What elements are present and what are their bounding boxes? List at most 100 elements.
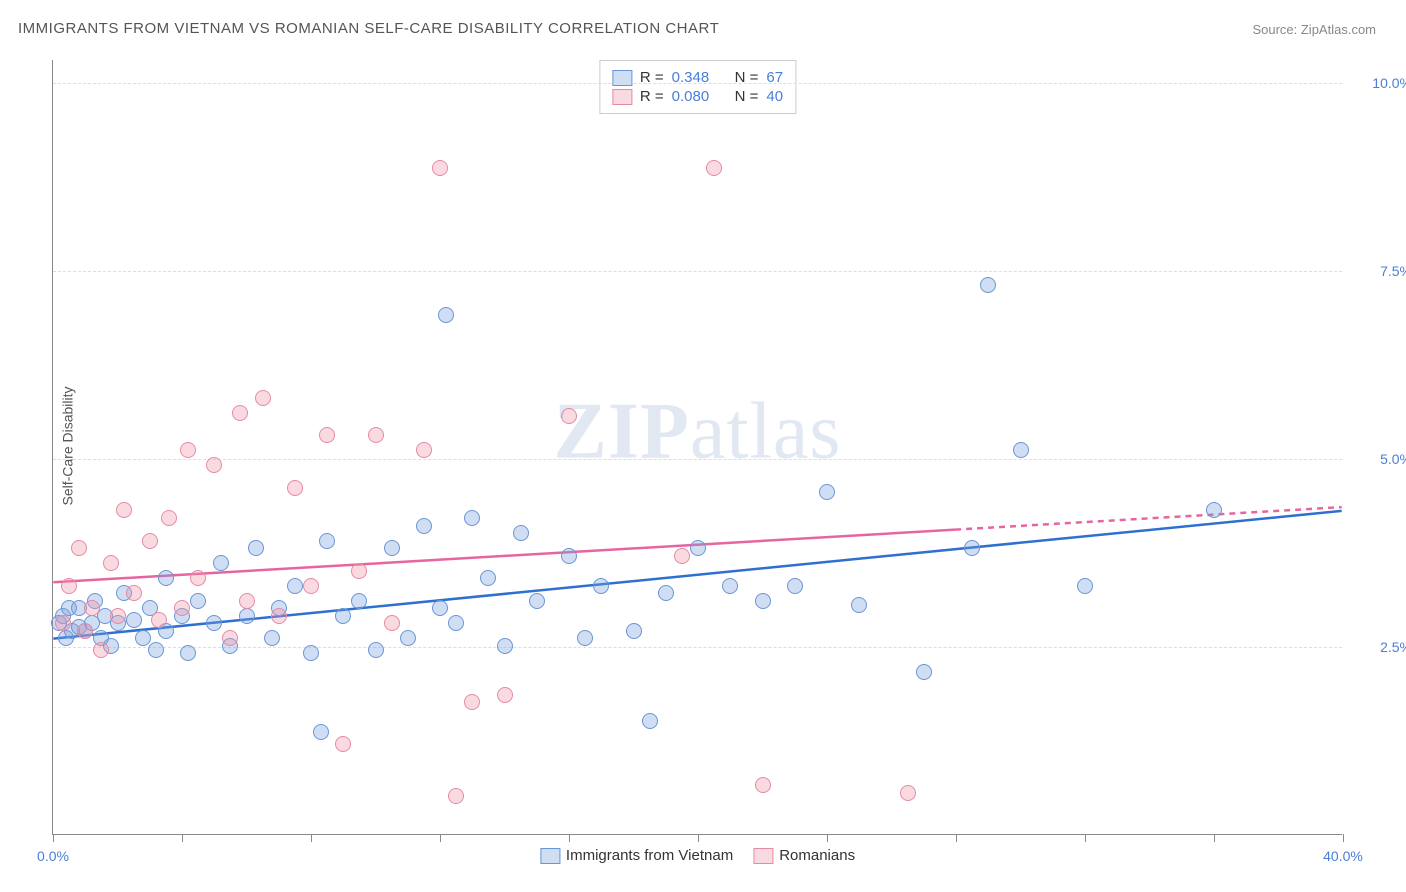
legend-R-label: R = <box>640 88 664 105</box>
data-point-romanians <box>255 390 271 406</box>
data-point-romanians <box>287 480 303 496</box>
data-point-romanians <box>151 612 167 628</box>
data-point-vietnam <box>529 593 545 609</box>
data-point-romanians <box>561 408 577 424</box>
data-point-vietnam <box>851 597 867 613</box>
data-point-vietnam <box>755 593 771 609</box>
legend-series-item: Romanians <box>753 847 855 864</box>
y-tick-label: 2.5% <box>1352 639 1406 655</box>
y-tick-label: 10.0% <box>1352 75 1406 91</box>
legend-swatch <box>540 848 560 864</box>
data-point-vietnam <box>148 642 164 658</box>
data-point-vietnam <box>335 608 351 624</box>
y-tick-label: 7.5% <box>1352 263 1406 279</box>
data-point-vietnam <box>313 724 329 740</box>
data-point-vietnam <box>787 578 803 594</box>
data-point-romanians <box>384 615 400 631</box>
x-tick-label: 40.0% <box>1323 848 1363 864</box>
x-tick <box>311 834 312 842</box>
data-point-vietnam <box>513 525 529 541</box>
legend-swatch <box>753 848 773 864</box>
data-point-romanians <box>900 785 916 801</box>
data-point-vietnam <box>1206 502 1222 518</box>
data-point-romanians <box>335 736 351 752</box>
data-point-romanians <box>116 502 132 518</box>
data-point-vietnam <box>1013 442 1029 458</box>
gridline-h <box>53 459 1342 460</box>
data-point-vietnam <box>287 578 303 594</box>
chart-title: IMMIGRANTS FROM VIETNAM VS ROMANIAN SELF… <box>18 20 719 37</box>
data-point-vietnam <box>916 664 932 680</box>
data-point-romanians <box>126 585 142 601</box>
y-tick-label: 5.0% <box>1352 451 1406 467</box>
data-point-vietnam <box>480 570 496 586</box>
data-point-vietnam <box>213 555 229 571</box>
data-point-romanians <box>416 442 432 458</box>
x-tick <box>440 834 441 842</box>
gridline-h <box>53 271 1342 272</box>
data-point-vietnam <box>126 612 142 628</box>
data-point-romanians <box>497 687 513 703</box>
data-point-romanians <box>271 608 287 624</box>
legend-series-label: Romanians <box>779 847 855 864</box>
data-point-vietnam <box>303 645 319 661</box>
data-point-vietnam <box>432 600 448 616</box>
data-point-vietnam <box>384 540 400 556</box>
data-point-romanians <box>432 160 448 176</box>
legend-N-label: N = <box>735 88 759 105</box>
data-point-romanians <box>161 510 177 526</box>
data-point-romanians <box>180 442 196 458</box>
data-point-vietnam <box>158 570 174 586</box>
data-point-romanians <box>93 642 109 658</box>
x-tick-label: 0.0% <box>37 848 69 864</box>
x-tick <box>569 834 570 842</box>
data-point-vietnam <box>319 533 335 549</box>
data-point-romanians <box>222 630 238 646</box>
data-point-vietnam <box>448 615 464 631</box>
legend-stats: R =0.348N =67R =0.080N =40 <box>599 60 796 114</box>
legend-series: Immigrants from Vietnam Romanians <box>540 847 855 864</box>
data-point-vietnam <box>690 540 706 556</box>
trend-line <box>53 530 955 583</box>
data-point-romanians <box>206 457 222 473</box>
legend-series-item: Immigrants from Vietnam <box>540 847 733 864</box>
x-tick <box>1085 834 1086 842</box>
data-point-vietnam <box>561 548 577 564</box>
data-point-romanians <box>103 555 119 571</box>
data-point-romanians <box>61 578 77 594</box>
data-point-vietnam <box>264 630 280 646</box>
chart-container: IMMIGRANTS FROM VIETNAM VS ROMANIAN SELF… <box>0 0 1406 892</box>
data-point-romanians <box>319 427 335 443</box>
plot-area: ZIPatlas R =0.348N =67R =0.080N =40 Immi… <box>52 60 1342 835</box>
source-attribution: Source: ZipAtlas.com <box>1252 22 1376 37</box>
data-point-vietnam <box>400 630 416 646</box>
data-point-romanians <box>71 540 87 556</box>
data-point-romanians <box>142 533 158 549</box>
x-tick <box>698 834 699 842</box>
legend-N-value: 40 <box>766 88 783 105</box>
data-point-romanians <box>84 600 100 616</box>
x-tick <box>1343 834 1344 842</box>
x-tick <box>53 834 54 842</box>
data-point-vietnam <box>980 277 996 293</box>
data-point-vietnam <box>190 593 206 609</box>
data-point-romanians <box>351 563 367 579</box>
data-point-romanians <box>755 777 771 793</box>
data-point-romanians <box>232 405 248 421</box>
data-point-romanians <box>464 694 480 710</box>
data-point-vietnam <box>464 510 480 526</box>
data-point-vietnam <box>351 593 367 609</box>
x-tick <box>1214 834 1215 842</box>
legend-stat-row: R = 0.080 N = 40 <box>612 88 783 105</box>
data-point-romanians <box>706 160 722 176</box>
data-point-romanians <box>674 548 690 564</box>
data-point-vietnam <box>658 585 674 601</box>
data-point-romanians <box>174 600 190 616</box>
data-point-romanians <box>77 623 93 639</box>
data-point-vietnam <box>1077 578 1093 594</box>
data-point-vietnam <box>593 578 609 594</box>
data-point-vietnam <box>626 623 642 639</box>
legend-R-value: 0.080 <box>672 88 727 105</box>
data-point-vietnam <box>722 578 738 594</box>
data-point-romanians <box>239 593 255 609</box>
